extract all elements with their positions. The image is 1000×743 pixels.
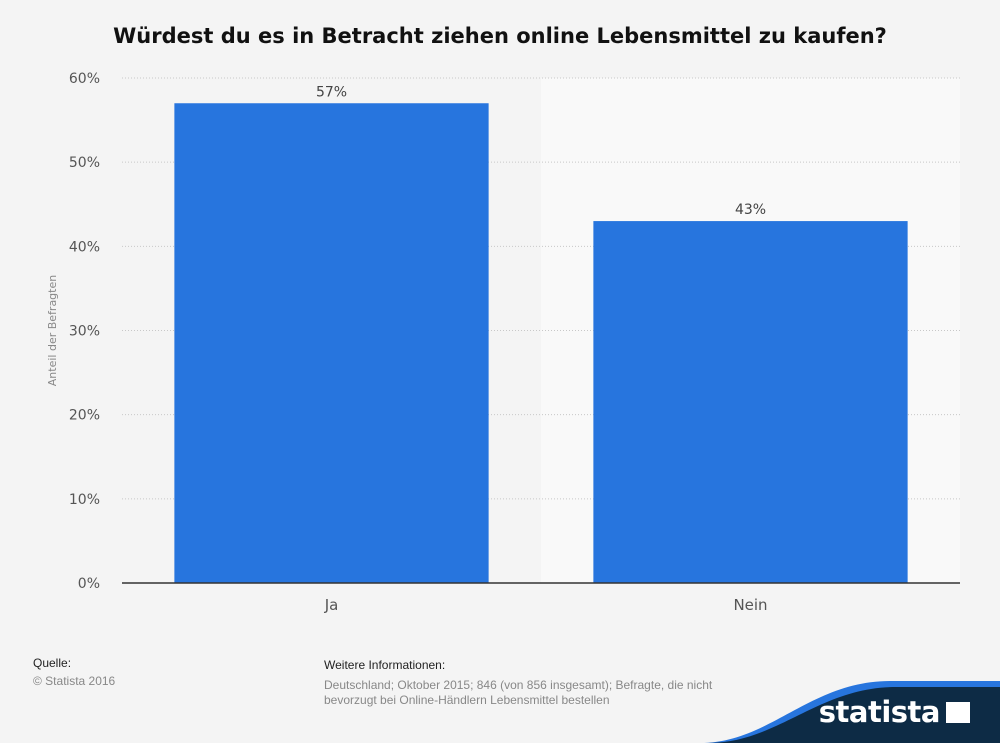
statista-logo[interactable]: statista: [818, 695, 941, 729]
y-tick-label: 30%: [69, 324, 100, 340]
data-label: 43%: [735, 202, 766, 218]
x-tick-label: Nein: [733, 596, 767, 614]
y-tick-label: 60%: [69, 71, 100, 87]
bar-ja[interactable]: [174, 103, 489, 583]
y-axis-label: Anteil der Befragten: [46, 275, 59, 386]
info-value: Deutschland; Oktober 2015; 846 (von 856 …: [324, 678, 713, 707]
data-label: 57%: [316, 84, 347, 100]
source-value[interactable]: © Statista 2016: [33, 674, 116, 688]
x-tick-label: Ja: [324, 596, 339, 614]
brand-banner: [700, 681, 1000, 743]
y-tick-label: 0%: [78, 576, 100, 592]
y-tick-label: 10%: [69, 492, 100, 508]
y-tick-label: 50%: [69, 155, 100, 171]
y-tick-label: 20%: [69, 408, 100, 424]
chart-title: Würdest du es in Betracht ziehen online …: [113, 24, 887, 48]
source-block: Quelle: © Statista 2016: [33, 656, 115, 688]
bar-nein[interactable]: [593, 221, 908, 584]
info-title: Weitere Informationen:: [324, 658, 446, 672]
info-block: Weitere Informationen: Deutschland; Okto…: [324, 658, 744, 708]
bar-chart: 0% 10% 20% 30% 40% 50% 60% Anteil der Befragten…: [46, 71, 960, 614]
y-tick-label: 40%: [69, 239, 100, 255]
statista-logo-icon: [946, 702, 970, 723]
brand-background: [708, 687, 1000, 743]
source-title: Quelle:: [33, 656, 72, 670]
